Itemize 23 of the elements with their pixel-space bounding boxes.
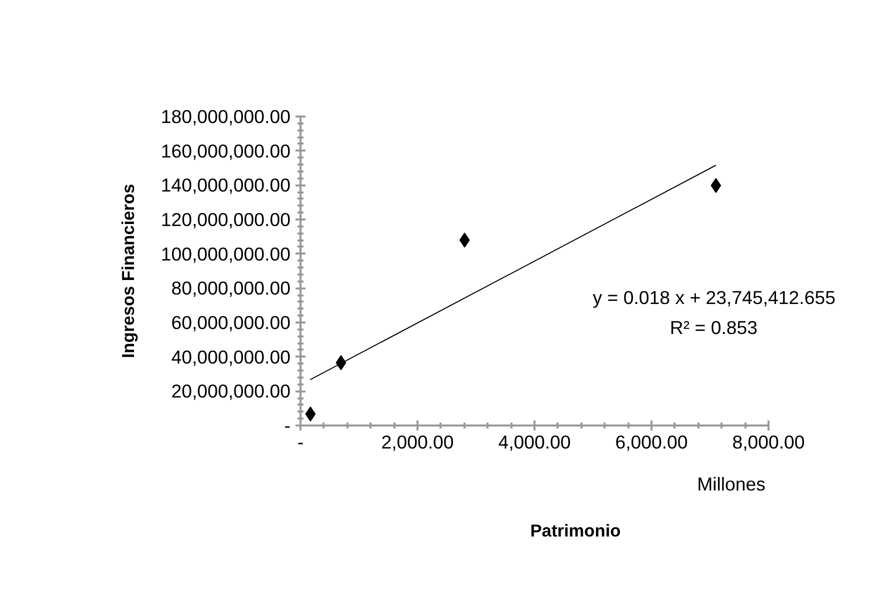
annotation: R² = 0.853: [670, 317, 758, 338]
y-tick-label: 120,000,000.00: [160, 209, 291, 230]
x-axis-title: Patrimonio: [530, 520, 621, 540]
x-tick-label: 8,000.00: [732, 432, 805, 452]
y-tick-label: 160,000,000.00: [160, 140, 291, 162]
y-tick-label: 100,000,000.00: [160, 243, 291, 264]
text: Millones: [697, 474, 766, 494]
y-tick-label: -: [284, 415, 291, 436]
x-tick-label: 6,000.00: [615, 432, 688, 452]
x-tick-label: 2,000.00: [381, 432, 454, 452]
annotation: y = 0.018 x + 23,745,412.655: [592, 287, 836, 308]
x-tick-label: -: [297, 432, 304, 452]
y-tick-label: 80,000,000.00: [171, 278, 291, 299]
y-tick-label: 40,000,000.00: [171, 346, 291, 368]
y-axis-title: Ingresos Financieros: [118, 184, 138, 358]
y-tick-label: 60,000,000.00: [171, 312, 291, 333]
x-tick-label: 4,000.00: [498, 432, 571, 452]
y-tick-label: 140,000,000.00: [160, 174, 291, 196]
point: [305, 406, 316, 422]
y-tick-label: 20,000,000.00: [171, 380, 291, 402]
point: [710, 178, 722, 194]
y-tick-label: 180,000,000.00: [160, 106, 291, 127]
point: [459, 232, 470, 248]
